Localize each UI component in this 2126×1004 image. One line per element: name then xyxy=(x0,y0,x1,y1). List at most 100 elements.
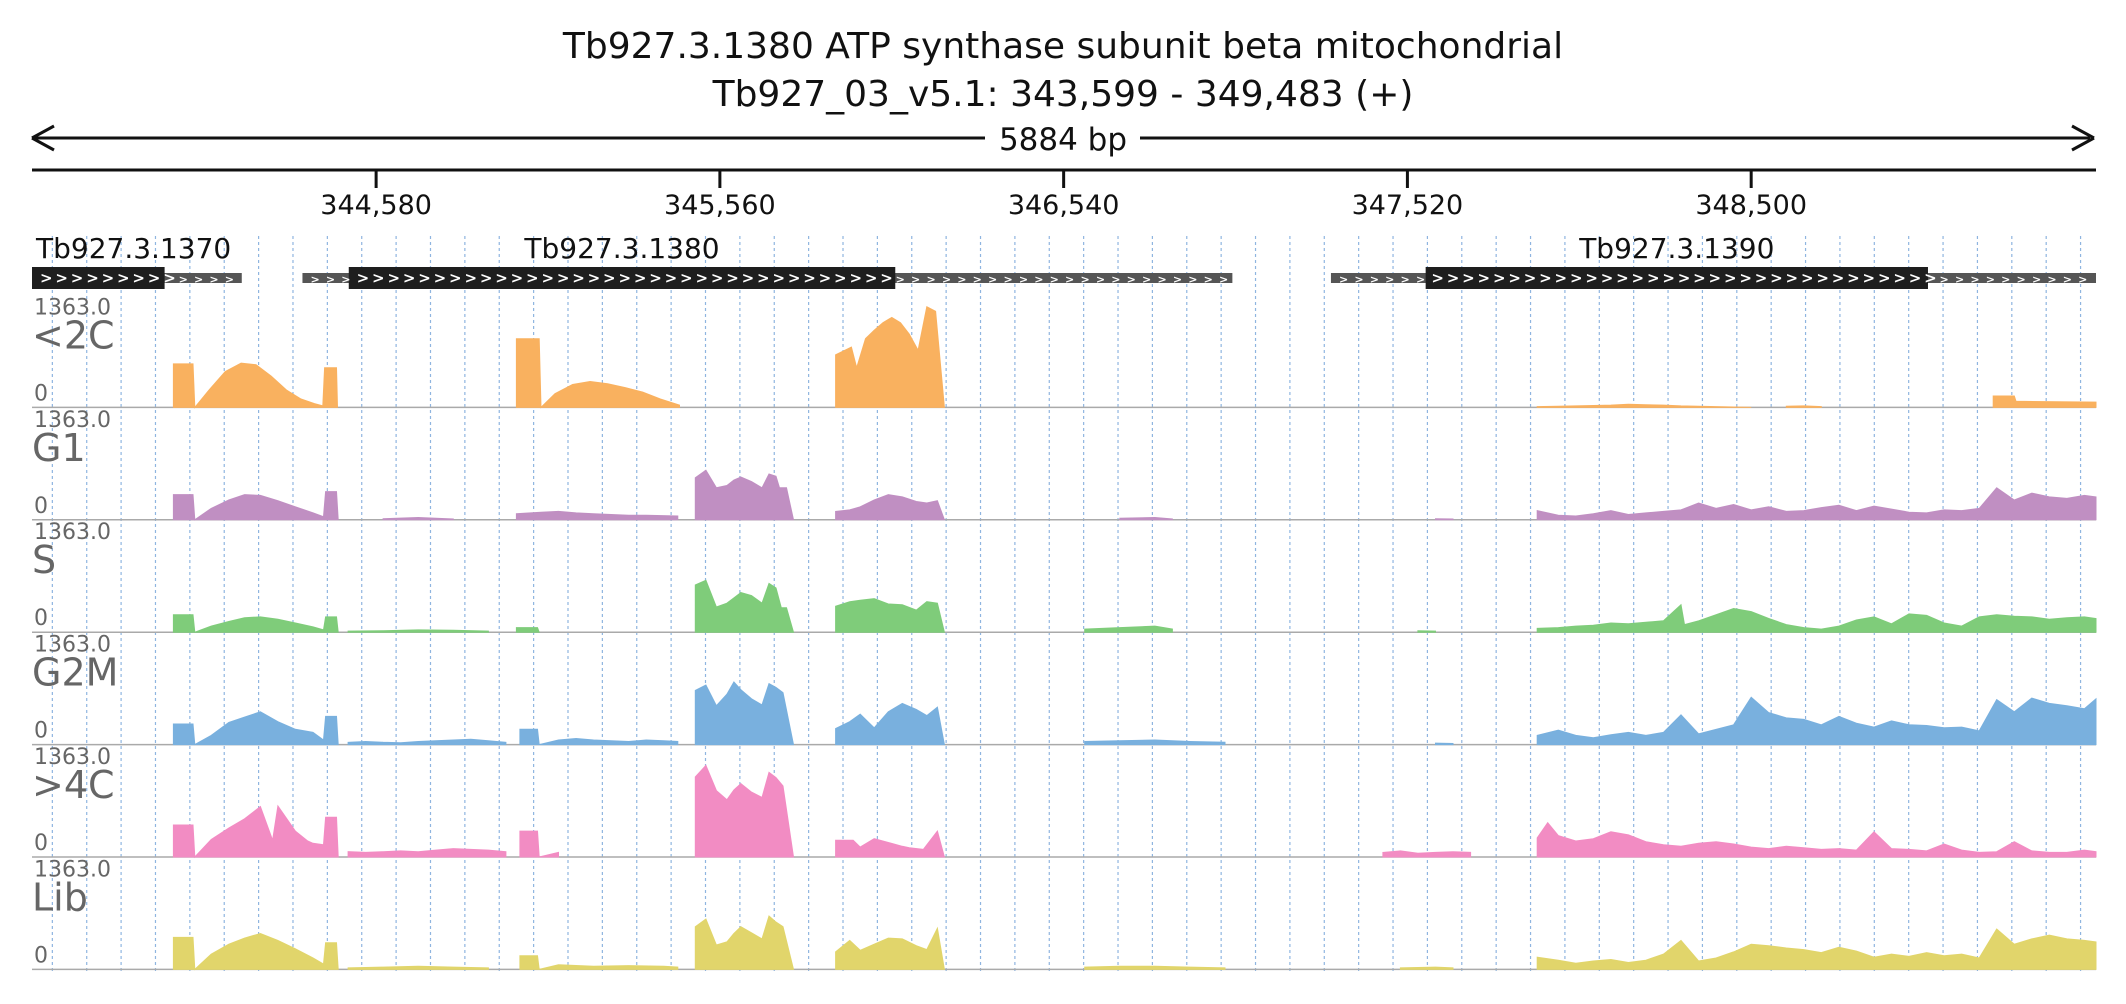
track-ymin-label: 0 xyxy=(34,381,48,406)
strand-arrow: > xyxy=(757,269,770,287)
strand-arrow: > xyxy=(418,269,431,287)
span-label: 5884 bp xyxy=(999,122,1127,158)
coverage-area xyxy=(519,830,559,858)
strand-arrow: > xyxy=(1585,269,1598,287)
strand-arrow: > xyxy=(1431,269,1444,287)
strand-arrow: > xyxy=(1385,273,1394,286)
track-name: Lib xyxy=(32,875,88,919)
strand-arrow: > xyxy=(1524,269,1537,287)
strand-arrow: > xyxy=(387,269,400,287)
strand-arrow: > xyxy=(357,269,370,287)
strand-arrow: > xyxy=(1632,269,1645,287)
strand-arrow: > xyxy=(988,273,997,286)
strand-arrow: > xyxy=(1832,269,1845,287)
strand-arrow: > xyxy=(40,269,53,287)
strand-arrow: > xyxy=(1034,273,1043,286)
strand-arrow: > xyxy=(1955,273,1964,286)
strand-arrow: > xyxy=(1508,269,1521,287)
coverage-area xyxy=(172,614,339,633)
strand-arrow: > xyxy=(1080,273,1089,286)
strand-arrow: > xyxy=(179,273,188,286)
strand-arrow: > xyxy=(1019,273,1028,286)
strand-arrow: > xyxy=(695,269,708,287)
chart-title: Tb927.3.1380 ATP synthase subunit beta m… xyxy=(562,26,1563,67)
gene-track: > > > > > > > > > > > > >Tb927.3.1370> > > > > > > > > > > > > > >… xyxy=(32,232,2096,289)
strand-arrow: > xyxy=(2001,273,2010,286)
strand-arrow: > xyxy=(132,269,145,287)
strand-arrow: > xyxy=(372,269,385,287)
coverage-area xyxy=(347,738,507,746)
strand-arrow: > xyxy=(434,269,447,287)
strand-arrow: > xyxy=(926,273,935,286)
strand-arrow: > xyxy=(1142,273,1151,286)
strand-arrow: > xyxy=(803,269,816,287)
strand-arrow: > xyxy=(942,273,951,286)
strand-arrow: > xyxy=(1065,273,1074,286)
coverage-area xyxy=(1084,965,1226,970)
strand-arrow: > xyxy=(1724,269,1737,287)
strand-arrow: > xyxy=(1647,269,1660,287)
track-ymax-label: 1363.0 xyxy=(34,857,111,882)
strand-arrow: > xyxy=(819,269,832,287)
axis-tick-label: 347,520 xyxy=(1352,190,1464,221)
strand-arrow: > xyxy=(2078,273,2087,286)
coverage-area xyxy=(694,579,795,633)
gene-label: Tb927.3.1380 xyxy=(523,232,719,265)
strand-arrow: > xyxy=(973,273,982,286)
strand-arrow: > xyxy=(1219,273,1228,286)
track-ymax-label: 1363.0 xyxy=(34,745,111,770)
strand-arrow: > xyxy=(1478,269,1491,287)
strand-arrow: > xyxy=(1709,269,1722,287)
coverage-area xyxy=(835,702,946,746)
strand-arrow: > xyxy=(495,269,508,287)
track-name: >4C xyxy=(32,763,115,807)
coverage-area xyxy=(1382,850,1472,858)
strand-arrow: > xyxy=(526,269,539,287)
coverage-area xyxy=(1785,405,1822,408)
track-ymin-label: 0 xyxy=(34,494,48,519)
strand-arrow: > xyxy=(726,269,739,287)
coverage-area xyxy=(172,804,339,859)
strand-arrow: > xyxy=(1847,269,1860,287)
axis-tick-label: 345,560 xyxy=(664,190,776,221)
strand-arrow: > xyxy=(71,269,84,287)
strand-arrow: > xyxy=(1003,273,1012,286)
strand-arrow: > xyxy=(326,273,335,286)
track-0: 1363.0 0 <2C xyxy=(32,295,2097,409)
gene-cds xyxy=(1425,267,1928,289)
coverage-area xyxy=(1536,403,1752,408)
track-name: S xyxy=(32,538,56,582)
coverage-area xyxy=(172,491,339,521)
coverage-area xyxy=(835,494,946,521)
strand-arrow: > xyxy=(1986,273,1995,286)
strand-arrow: > xyxy=(1863,269,1876,287)
span-arrow-right xyxy=(2071,124,2095,152)
coverage-area xyxy=(519,955,679,971)
strand-arrow: > xyxy=(1188,273,1197,286)
track-ymin-label: 0 xyxy=(34,943,48,968)
strand-arrow: > xyxy=(1924,269,1937,287)
gene-cds xyxy=(32,267,165,289)
coverage-tracks: 1363.00<2C1363.00G11363.00S1363.00G2M136… xyxy=(32,295,2097,971)
strand-arrow: > xyxy=(1662,269,1675,287)
chart-subtitle: Tb927_03_v5.1: 343,599 - 349,483 (+) xyxy=(712,74,1414,115)
gene-label: Tb927.3.1370 xyxy=(35,232,231,265)
strand-arrow: > xyxy=(1801,269,1814,287)
coverage-area xyxy=(515,510,679,521)
coverage-area xyxy=(835,829,946,858)
track-2: 1363.0 0 S xyxy=(32,520,2097,633)
strand-arrow: > xyxy=(1940,273,1949,286)
strand-arrow: > xyxy=(880,269,893,287)
strand-arrow: > xyxy=(834,269,847,287)
track-3: 1363.0 0 G2M xyxy=(32,633,2097,746)
strand-arrow: > xyxy=(634,269,647,287)
strand-arrow: > xyxy=(572,269,585,287)
gene-cds xyxy=(348,267,896,289)
strand-arrow: > xyxy=(163,269,176,287)
strand-arrow: > xyxy=(1416,273,1425,286)
strand-arrow: > xyxy=(711,269,724,287)
gene-label: Tb927.3.1390 xyxy=(1578,232,1774,265)
strand-arrow: > xyxy=(449,269,462,287)
strand-arrow: > xyxy=(1370,273,1379,286)
